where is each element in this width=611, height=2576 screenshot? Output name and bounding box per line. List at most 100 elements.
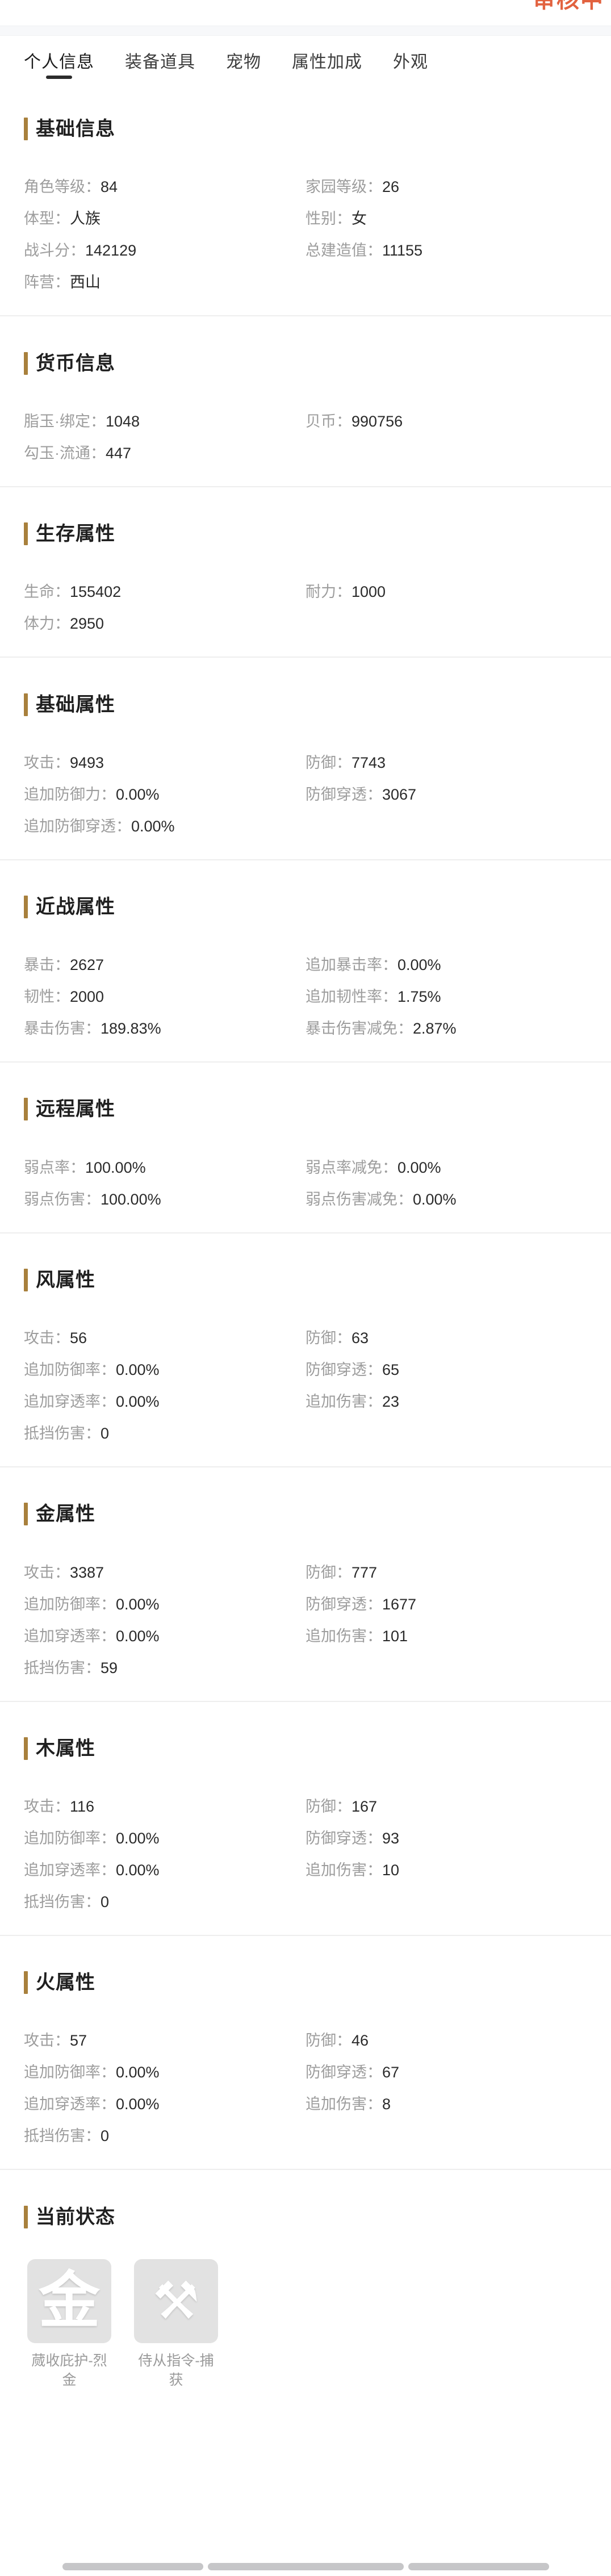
stat-value: 447 — [106, 444, 132, 462]
stat-label: 攻击 — [24, 1329, 55, 1347]
stat-separator: ： — [367, 785, 382, 803]
stat-label: 弱点率减免 — [306, 1159, 382, 1176]
stat-separator: ： — [101, 1829, 116, 1847]
stat-value: 2.87% — [413, 1020, 457, 1038]
stat-separator: ： — [55, 1563, 70, 1581]
stat-value: 777 — [351, 1563, 378, 1581]
profile-content: 基础信息 角色等级：84 家园等级：26 体型：人族 性别：女 战斗分：142129 总建造… — [0, 82, 611, 2407]
stat-value: 0.00% — [397, 956, 441, 974]
stat-item: 追加韧性率：1.75% — [306, 981, 587, 1013]
stat-value: 0.00% — [116, 1829, 160, 1847]
buff-list: 金蒇收庇护-烈金 ⚒ 侍从指令-捕获 — [24, 2259, 587, 2390]
tab-3[interactable]: 属性加成 — [292, 53, 362, 72]
stat-item: 追加穿透率：0.00% — [24, 1854, 306, 1886]
stat-separator: ： — [367, 1361, 382, 1379]
stat-separator: ： — [336, 1797, 351, 1815]
stat-label: 追加穿透率 — [24, 1861, 101, 1879]
stat-value: 10 — [382, 1861, 400, 1879]
buff-item[interactable]: ⚒ 侍从指令-捕获 — [131, 2259, 221, 2390]
stat-value: 2000 — [70, 988, 104, 1006]
stat-item: 防御：167 — [306, 1791, 587, 1822]
stat-label: 弱点伤害 — [24, 1190, 85, 1208]
stat-item: 脂玉·绑定：1048 — [24, 405, 306, 437]
stat-label: 贝币 — [306, 412, 336, 430]
current-status-section: 当前状态金蒇收庇护-烈金 ⚒ 侍从指令-捕获 — [0, 2169, 611, 2406]
section-title: 火属性 — [36, 1972, 95, 1994]
stat-value: 59 — [101, 1659, 118, 1676]
stat-label: 追加防御力 — [24, 785, 101, 803]
section-9: 火属性 攻击：57 防御：46 追加防御率：0.00% 防御穿透：67 追加穿透率：0.0… — [0, 1934, 611, 2169]
stat-value: 0.00% — [116, 2096, 160, 2113]
tab-4[interactable]: 外观 — [393, 53, 428, 72]
section-accent-bar — [24, 352, 28, 375]
stat-grid: 生命：155402 耐力：1000 体力：2950 — [24, 576, 587, 639]
stat-value: 0 — [101, 1425, 110, 1442]
main-tab-bar[interactable]: 个人信息 装备道具 宠物 属性加成 外观 — [0, 36, 611, 82]
section-header: 基础属性 — [24, 677, 587, 731]
section-2: 生存属性 生命：155402 耐力：1000 体力：2950 — [0, 486, 611, 656]
stat-label: 追加暴击率 — [306, 956, 382, 974]
stat-value: 100.00% — [85, 1159, 146, 1176]
stat-separator: ： — [55, 2032, 70, 2050]
section-1: 货币信息脂玉·绑定：1048 贝币 ： 990756 勾玉·流通：447 — [0, 315, 611, 486]
stat-item: 攻击：116 — [24, 1791, 306, 1822]
stat-item: 攻击：56 — [24, 1322, 306, 1354]
section-header: 火属性 — [24, 1955, 587, 2010]
section-header: 生存属性 — [24, 507, 587, 561]
tab-0[interactable]: 个人信息 — [24, 53, 94, 82]
section-header: 当前状态 — [24, 2189, 587, 2244]
stat-item: 追加防御率：0.00% — [24, 1588, 306, 1620]
stat-grid: 攻击：9493 防御：7743 追加防御力：0.00% 防御穿透：3067 追加防御穿透… — [24, 747, 587, 842]
stat-label: 防御穿透 — [306, 1829, 367, 1847]
stat-separator: ： — [336, 754, 351, 771]
tab-2[interactable]: 宠物 — [226, 53, 261, 72]
stat-value: 155402 — [70, 583, 122, 601]
stat-item: 抵挡伤害：0 — [24, 2120, 306, 2152]
stat-item: 追加暴击率：0.00% — [306, 949, 587, 981]
section-accent-bar — [24, 1268, 28, 1291]
indicator-bar-1 — [62, 2563, 203, 2570]
stat-value: 3387 — [70, 1563, 104, 1581]
stat-value: 57 — [70, 2032, 87, 2050]
stat-label: 弱点伤害减免 — [306, 1190, 397, 1208]
stat-item: 勾玉·流通：447 — [24, 437, 306, 469]
stat-label: 防御穿透 — [306, 1595, 367, 1613]
section-header: 货币信息 — [24, 336, 587, 390]
section-header: 金属性 — [24, 1487, 587, 1541]
stat-value: 990756 — [351, 412, 403, 430]
stat-label: 攻击 — [24, 1563, 55, 1581]
stat-separator: ： — [367, 2064, 382, 2081]
stat-item: 抵挡伤害：0 — [24, 1417, 306, 1449]
buff-item[interactable]: 金蒇收庇护-烈金 — [24, 2259, 115, 2390]
stat-separator: ： — [85, 1893, 101, 1910]
stat-value: 100.00% — [101, 1190, 161, 1208]
stat-value: 189.83% — [101, 1020, 161, 1038]
stat-label: 抵挡伤害 — [24, 1659, 85, 1676]
stat-value: 人族 — [70, 210, 101, 228]
stat-item: 追加伤害：101 — [306, 1620, 587, 1652]
stat-grid: 脂玉·绑定：1048 贝币 ： 990756 勾玉·流通：447 — [24, 405, 587, 469]
stat-label: 追加穿透率 — [24, 1627, 101, 1645]
stat-value: 46 — [351, 2032, 369, 2050]
stat-item: 耐力：1000 — [306, 576, 587, 608]
stat-value: 101 — [382, 1627, 408, 1645]
stat-separator: ： — [90, 412, 106, 430]
top-status-strip: 审核中 — [0, 0, 611, 26]
section-header: 风属性 — [24, 1253, 587, 1307]
stat-separator: ： — [336, 1563, 351, 1581]
tab-1[interactable]: 装备道具 — [125, 53, 195, 72]
stat-grid: 攻击：116 防御：167 追加防御率：0.00% 防御穿透：93 追加穿透率：0.00… — [24, 1791, 587, 1918]
section-5: 远程属性 弱点率：100.00% 弱点率减免：0.00% 弱点伤害：100.00% 弱点… — [0, 1061, 611, 1232]
stat-separator: ： — [70, 242, 85, 260]
stat-grid: 攻击：3387 防御：777 追加防御率：0.00% 防御穿透：1677 追加穿透率：0… — [24, 1557, 587, 1684]
stat-separator: ： — [367, 2096, 382, 2113]
stat-separator: ： — [101, 1361, 116, 1379]
stat-label: 追加伤害 — [306, 1393, 367, 1411]
section-accent-bar — [24, 1503, 28, 1526]
stat-value: 26 — [382, 178, 400, 196]
stat-separator: ： — [85, 1425, 101, 1442]
stat-value: 0.00% — [397, 1159, 441, 1176]
stat-value: 0.00% — [116, 1361, 160, 1379]
stat-value: 67 — [382, 2064, 400, 2081]
header-divider — [0, 26, 611, 36]
